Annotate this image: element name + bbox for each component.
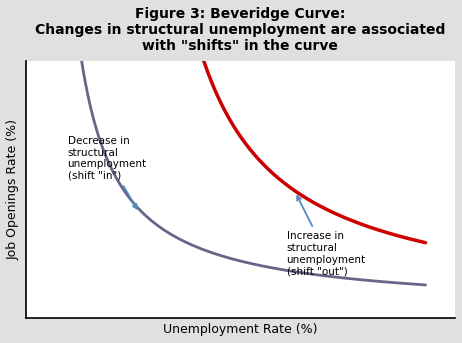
Y-axis label: Job Openings Rate (%): Job Openings Rate (%): [7, 119, 20, 260]
Title: Figure 3: Beveridge Curve:
Changes in structural unemployment are associated
wit: Figure 3: Beveridge Curve: Changes in st…: [35, 7, 445, 54]
Text: Decrease in
structural
unemployment
(shift "in"): Decrease in structural unemployment (shi…: [67, 136, 147, 209]
Text: Increase in
structural
unemployment
(shift "out"): Increase in structural unemployment (shi…: [286, 196, 366, 276]
X-axis label: Unemployment Rate (%): Unemployment Rate (%): [163, 323, 317, 336]
